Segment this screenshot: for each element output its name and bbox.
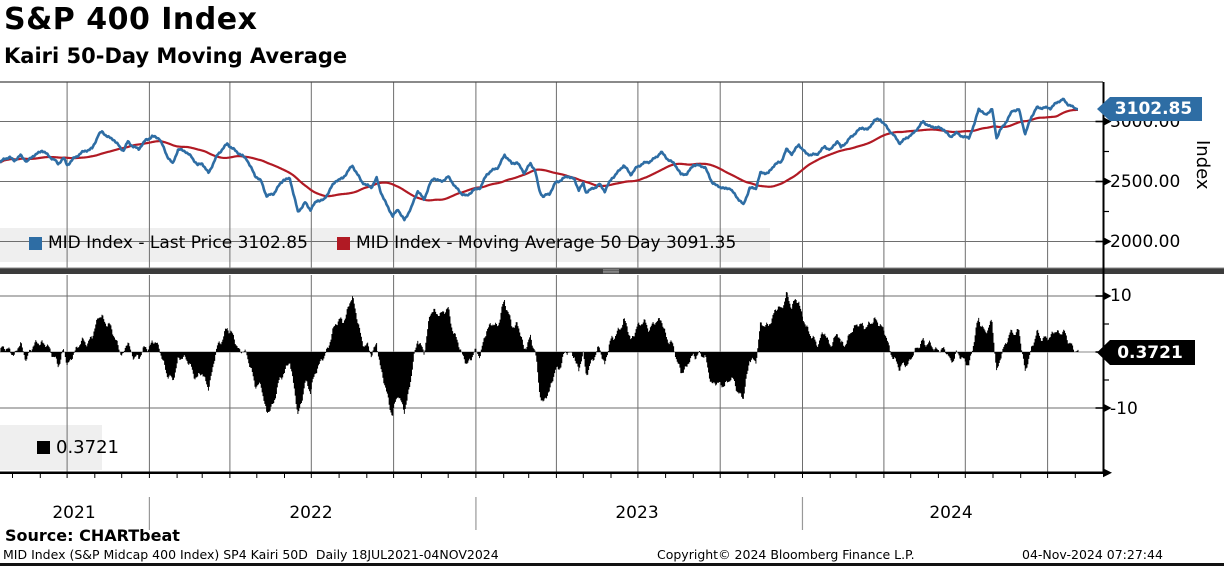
ytick-minus10: -10 [1110,399,1138,419]
moving-average-line [0,108,1079,202]
gridlines [0,82,1103,472]
footer-info: MID Index (S&P Midcap 400 Index) SP4 Kai… [3,547,499,562]
xtick-2022: 2022 [289,503,333,523]
legend-moving-average-label: MID Index - Moving Average 50 Day 3091.3… [356,233,737,253]
panel-separator [0,267,1224,274]
ytick-2500: 2500.00 [1110,172,1181,192]
footer-copyright: Copyright© 2024 Bloomberg Finance L.P. [657,547,915,562]
month-ticks [12,472,1076,478]
kairi-bars [0,291,1079,416]
ytick-2000: 2000.00 [1110,232,1181,252]
axis-tick-arrow-icon [1104,237,1112,246]
axis-tick-arrow-icon [1104,404,1112,412]
legend-kairi-label: 0.3721 [56,437,119,458]
legend-kairi[interactable]: 0.3721 [37,437,119,458]
axis-tick-arrow-icon [1104,177,1112,186]
legend-last-price[interactable]: MID Index - Last Price 3102.85 [29,233,308,253]
y-axis-title: Index [1192,140,1213,190]
source-label: Source: CHARTbeat [5,526,180,545]
xtick-2023: 2023 [615,503,659,523]
kairi-swatch-icon [37,441,50,454]
top-legend-band [0,228,770,262]
axis-tick-arrow-icon [1104,117,1112,126]
last-price-line [0,97,1079,222]
kairi-value-tag: 0.3721 [1097,340,1195,365]
legend-moving-average[interactable]: MID Index - Moving Average 50 Day 3091.3… [337,233,736,253]
last-price-swatch-icon [29,236,42,250]
bottom-legend-band [0,425,102,470]
window-bottom-border [0,563,1224,566]
xtick-2021: 2021 [52,503,96,523]
last-price-tag: 3102.85 [1097,97,1202,121]
page-subtitle: Kairi 50-Day Moving Average [4,44,348,68]
page-title: S&P 400 Index [4,2,258,37]
xtick-2024: 2024 [929,503,973,523]
x-axis-arrow-icon [1103,468,1112,478]
ytick-plus10: 10 [1110,286,1132,306]
axis-tick-arrow-icon [1104,292,1112,300]
footer-timestamp: 04-Nov-2024 07:27:44 [1022,547,1163,562]
legend-last-price-label: MID Index - Last Price 3102.85 [48,233,308,253]
moving-average-swatch-icon [337,236,350,250]
